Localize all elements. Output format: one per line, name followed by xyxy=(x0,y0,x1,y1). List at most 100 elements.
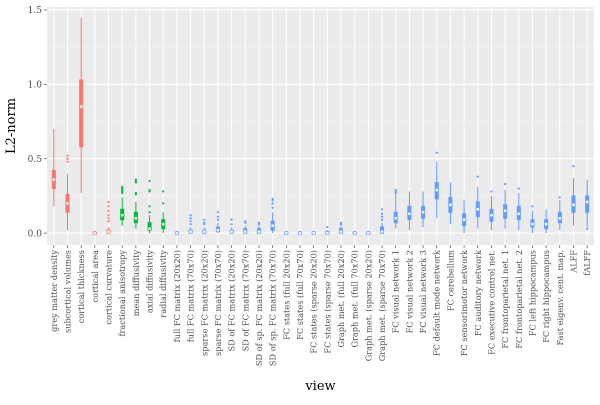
x-tick-label: FC frontoparietal net. 1 xyxy=(500,250,510,349)
median-point xyxy=(489,213,494,218)
box-23 xyxy=(366,230,371,236)
median-point xyxy=(120,213,125,218)
outlier-point xyxy=(216,218,220,221)
box-9 xyxy=(174,230,180,236)
outlier-point xyxy=(476,175,479,178)
outlier-point xyxy=(490,190,493,193)
outlier-point xyxy=(380,218,384,221)
median-point xyxy=(530,221,535,227)
x-tick-label: axial diffusivity xyxy=(145,250,155,314)
outlier-point xyxy=(148,188,151,192)
plot-panel xyxy=(47,7,594,245)
x-tick-label: fractional anisotropy xyxy=(117,250,127,337)
outlier-point xyxy=(189,223,192,226)
outlier-point xyxy=(66,157,69,160)
x-tick-label: FC visual network 1 xyxy=(391,250,401,333)
box-33 xyxy=(502,182,508,229)
median-point xyxy=(147,226,152,231)
median-point xyxy=(243,229,248,234)
median-point xyxy=(202,229,207,234)
box-6 xyxy=(133,178,139,229)
y-tick-label: 0.5 xyxy=(28,155,43,165)
y-axis-ticks: 0.0 0.5 1.0 1.5 xyxy=(28,6,47,239)
x-tick-label: subcortical volumes xyxy=(63,250,73,333)
median-point xyxy=(297,230,303,236)
outlier-point xyxy=(326,226,329,229)
median-point xyxy=(161,221,166,227)
box-39 xyxy=(584,179,590,230)
box-body xyxy=(79,79,84,148)
x-tick-label: FC right hippocampus xyxy=(541,250,551,343)
median-point xyxy=(106,229,111,234)
y-tick-label: 0.0 xyxy=(28,229,43,239)
x-tick-label: full FC matrix (20x20) xyxy=(172,250,182,342)
outlier-point xyxy=(380,212,384,215)
median-point xyxy=(51,177,57,182)
outlier-point xyxy=(134,191,137,195)
box-15 xyxy=(256,221,262,234)
x-tick-label: cortical thickness xyxy=(76,250,86,323)
x-tick-label: FC default mode network xyxy=(432,249,442,356)
outlier-point xyxy=(107,205,110,208)
box-32 xyxy=(489,190,494,231)
box-24 xyxy=(379,208,385,234)
x-tick-label: fALFF xyxy=(582,250,592,276)
x-tick-label: Graph met. (full 70x70) xyxy=(350,250,360,348)
outlier-point xyxy=(572,165,575,168)
outlier-point xyxy=(394,188,397,192)
box-13 xyxy=(229,218,234,234)
box-10 xyxy=(188,214,193,234)
box-28 xyxy=(434,151,439,219)
median-point xyxy=(420,210,426,215)
median-point xyxy=(366,230,371,236)
y-tick-label: 1.5 xyxy=(28,6,43,16)
median-point xyxy=(543,221,549,227)
outlier-point xyxy=(339,221,343,224)
box-26 xyxy=(407,191,412,231)
x-tick-label: FC states (full 20x20) xyxy=(281,250,291,340)
outlier-point xyxy=(66,154,69,157)
x-tick-label: SD of sp. FC matrix (70x70) xyxy=(268,250,278,366)
median-point xyxy=(557,216,563,221)
outlier-point xyxy=(107,209,110,212)
median-point xyxy=(284,230,289,236)
x-tick-label: FC visual network 2 xyxy=(404,250,414,333)
outlier-point xyxy=(189,217,192,220)
median-point xyxy=(584,199,590,205)
boxes xyxy=(51,17,590,236)
box-21 xyxy=(338,221,344,234)
outlier-point xyxy=(230,223,233,226)
y-axis-label: L2-norm xyxy=(4,98,19,154)
median-point xyxy=(461,217,467,222)
box-14 xyxy=(243,220,248,234)
box-8 xyxy=(161,190,166,234)
x-tick-label: SD of FC matrix (20x20) xyxy=(227,250,237,351)
median-point xyxy=(174,230,180,236)
box-29 xyxy=(448,182,453,225)
box-30 xyxy=(461,200,467,234)
median-point xyxy=(393,216,398,221)
outlier-point xyxy=(517,187,520,190)
x-tick-label: full FC matrix (70x70) xyxy=(186,250,196,342)
x-tick-label: mean diffusivity xyxy=(131,250,141,317)
x-tick-label: FC sensorimotor network xyxy=(459,249,469,356)
x-tick-label: FC cerebellum xyxy=(445,250,455,311)
outlier-point xyxy=(148,179,151,183)
median-point xyxy=(516,211,521,216)
box-36 xyxy=(543,209,549,234)
outlier-point xyxy=(66,160,69,163)
median-point xyxy=(229,229,234,234)
x-tick-label: FC executive control net. xyxy=(486,250,496,355)
median-point xyxy=(407,211,412,216)
x-tick-label: sparse FC matrix (20x20) xyxy=(199,250,209,356)
outlier-point xyxy=(257,221,261,224)
outlier-point xyxy=(230,218,233,221)
box-20 xyxy=(325,226,330,236)
box-37 xyxy=(557,196,563,231)
y-tick-label: 1.0 xyxy=(28,81,43,91)
box-27 xyxy=(420,191,426,228)
outlier-point xyxy=(203,218,206,221)
outlier-point xyxy=(162,202,165,205)
x-tick-label: cortical area xyxy=(90,250,100,303)
